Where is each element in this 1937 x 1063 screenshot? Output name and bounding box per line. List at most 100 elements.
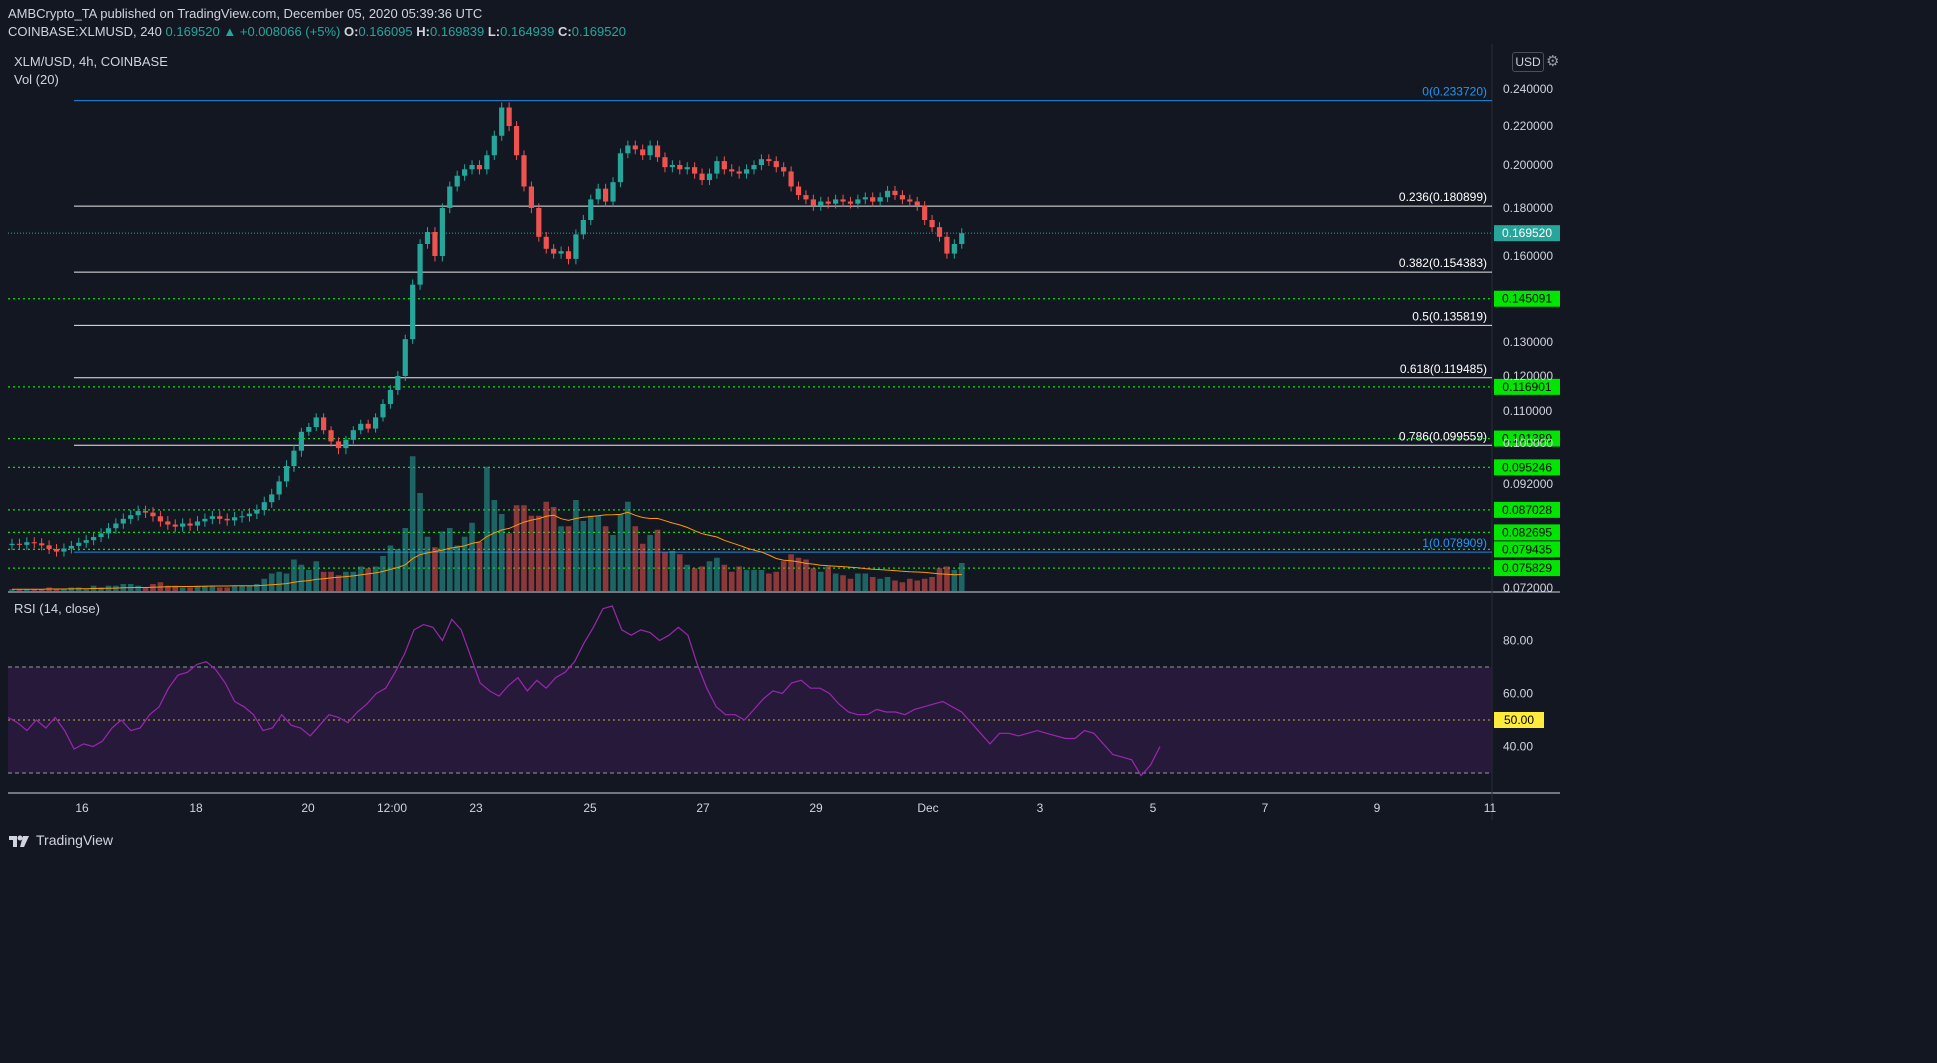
- volume-bar: [461, 536, 468, 591]
- volume-bar: [395, 549, 401, 591]
- candle-body: [803, 195, 809, 200]
- rsi-tick-label: 40.00: [1503, 740, 1533, 754]
- currency-button[interactable]: USD: [1512, 52, 1544, 72]
- candle-body: [899, 195, 905, 200]
- time-tick-label: Dec: [917, 801, 938, 815]
- volume-bar: [83, 589, 89, 591]
- volume-bar: [135, 585, 141, 591]
- volume-bar: [617, 514, 624, 591]
- candle-body: [506, 107, 512, 126]
- time-tick-label: 29: [809, 801, 823, 815]
- volume-bar: [877, 578, 883, 591]
- candle-body: [128, 515, 134, 519]
- candle-body: [528, 186, 534, 208]
- volume-bar: [53, 589, 60, 591]
- candle-body: [172, 524, 178, 527]
- support-price-tag: [1494, 560, 1560, 577]
- low-label: L:: [487, 24, 501, 39]
- candle-body: [321, 417, 327, 431]
- candle-body: [343, 439, 349, 449]
- volume-bar: [728, 571, 735, 591]
- support-price-label: 0.079435: [1502, 542, 1552, 556]
- volume-bar: [291, 559, 297, 591]
- volume-bar: [528, 515, 535, 591]
- price-tick-label: 0.110000: [1503, 404, 1552, 418]
- publish-info: AMBCrypto_TA published on TradingView.co…: [8, 6, 483, 21]
- candle-body: [276, 481, 282, 495]
- candle-body: [439, 208, 445, 256]
- volume-bar: [543, 501, 550, 591]
- candle-body: [105, 528, 112, 534]
- volume-bar: [677, 554, 683, 591]
- candle-body: [254, 510, 260, 514]
- candle-body: [291, 450, 297, 467]
- candle-body: [743, 169, 750, 174]
- candle-body: [729, 169, 735, 172]
- volume-bar: [357, 566, 364, 591]
- volume-bar: [224, 587, 230, 591]
- price-chart[interactable]: 0.145091 0.116901 0.101389 0.095246 0.087028…: [0, 0, 1568, 860]
- candle-body: [454, 175, 460, 187]
- candle-body: [840, 199, 846, 202]
- volume-bar: [892, 580, 898, 591]
- volume-bar: [439, 531, 446, 591]
- candle-body: [350, 430, 356, 440]
- candle-body: [907, 199, 913, 202]
- volume-bar: [328, 571, 334, 591]
- candle-body: [202, 518, 208, 522]
- fib-level-label: 0.618(0.119485): [1400, 362, 1487, 376]
- volume-bar: [165, 585, 171, 591]
- time-tick-label: 20: [301, 801, 315, 815]
- volume-bar: [869, 577, 876, 591]
- candle-body: [692, 167, 698, 174]
- candle-body: [914, 201, 920, 206]
- volume-bar: [565, 526, 572, 591]
- volume-bar: [409, 456, 416, 591]
- fib-level-label: 0(0.233720): [1422, 85, 1487, 99]
- volume-bar: [276, 571, 282, 591]
- rsi-line: [7, 605, 1161, 777]
- volume-bar: [706, 561, 713, 591]
- volume-bar: [840, 575, 846, 591]
- volume-bar: [513, 505, 520, 591]
- volume-bar: [521, 505, 527, 591]
- candle-body: [632, 145, 638, 150]
- volume-bar: [558, 526, 564, 591]
- candle-body: [751, 165, 757, 170]
- candle-body: [209, 516, 215, 519]
- low-value: 0.164939: [500, 24, 555, 39]
- time-tick-label: 11: [1484, 801, 1497, 815]
- candle-body: [194, 521, 201, 526]
- candle-body: [261, 502, 267, 510]
- volume-bar: [921, 578, 928, 591]
- volume-bar: [268, 573, 275, 591]
- close-label: C:: [558, 24, 572, 39]
- volume-bar: [380, 556, 386, 591]
- candle-body: [16, 543, 23, 545]
- time-tick-label: 16: [75, 801, 89, 815]
- candle-body: [120, 518, 126, 524]
- candle-body: [684, 167, 690, 170]
- volume-bar: [810, 568, 817, 591]
- volume-bar: [246, 585, 253, 591]
- brand-name: TradingView: [36, 832, 114, 848]
- volume-bar: [484, 466, 490, 591]
- price-tick-label: 0.180000: [1503, 201, 1553, 215]
- price-tick-label: 0.092000: [1503, 477, 1553, 491]
- candle-body: [283, 466, 290, 482]
- volume-bar: [929, 577, 935, 591]
- price-tick-label: 0.220000: [1503, 119, 1553, 133]
- candle-body: [810, 199, 816, 206]
- volume-bar: [832, 573, 839, 591]
- volume-bar: [580, 521, 587, 591]
- volume-bar: [209, 585, 216, 591]
- symbol-name: COINBASE:XLMUSD, 240: [8, 24, 162, 39]
- volume-bar: [142, 587, 149, 591]
- candle-body: [98, 533, 104, 538]
- gear-icon[interactable]: ⚙: [1546, 53, 1560, 70]
- volume-bar: [773, 571, 780, 591]
- volume-bar: [602, 526, 609, 591]
- tradingview-footer: TradingView: [8, 832, 113, 848]
- candle-body: [476, 165, 483, 170]
- time-tick-label: 23: [469, 801, 483, 815]
